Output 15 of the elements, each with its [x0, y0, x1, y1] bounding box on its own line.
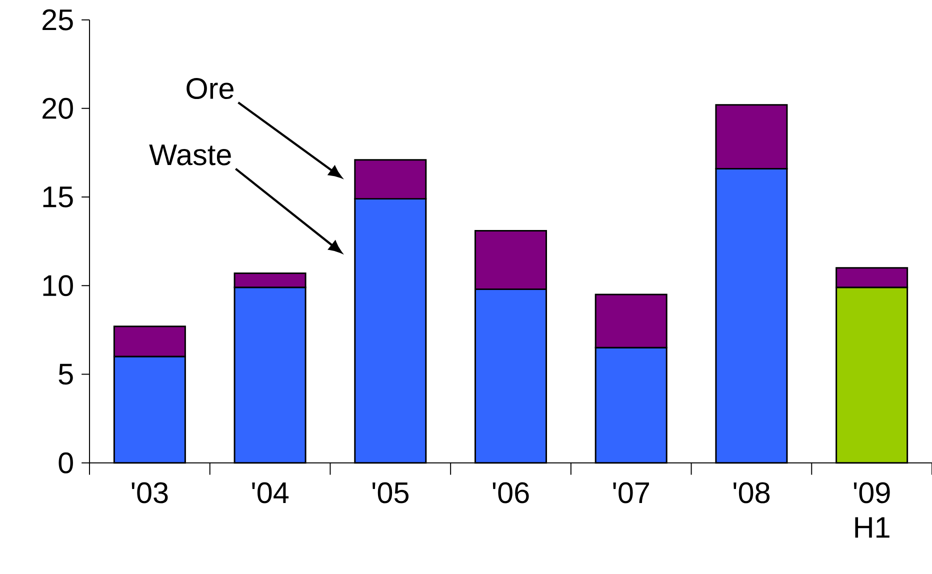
x-tick-label: '03: [132, 482, 168, 504]
x-tick-label: '09 H1: [854, 482, 890, 538]
x-tick-label: '04: [252, 482, 289, 504]
y-tick-label: 5: [58, 364, 73, 385]
y-tick-label: 20: [42, 98, 73, 120]
x-tick-label: '08: [734, 482, 770, 504]
x-tick-label: '05: [372, 482, 409, 504]
y-tick-label: 10: [43, 275, 73, 296]
x-tick-label: '06: [492, 482, 529, 504]
annotation: Ore: [186, 78, 234, 100]
x-tick-label: '07: [613, 482, 649, 504]
annotation: Waste: [149, 144, 231, 166]
y-tick-label: 25: [42, 9, 73, 30]
y-tick-label: 15: [43, 186, 73, 208]
y-tick-label: 0: [58, 452, 73, 474]
